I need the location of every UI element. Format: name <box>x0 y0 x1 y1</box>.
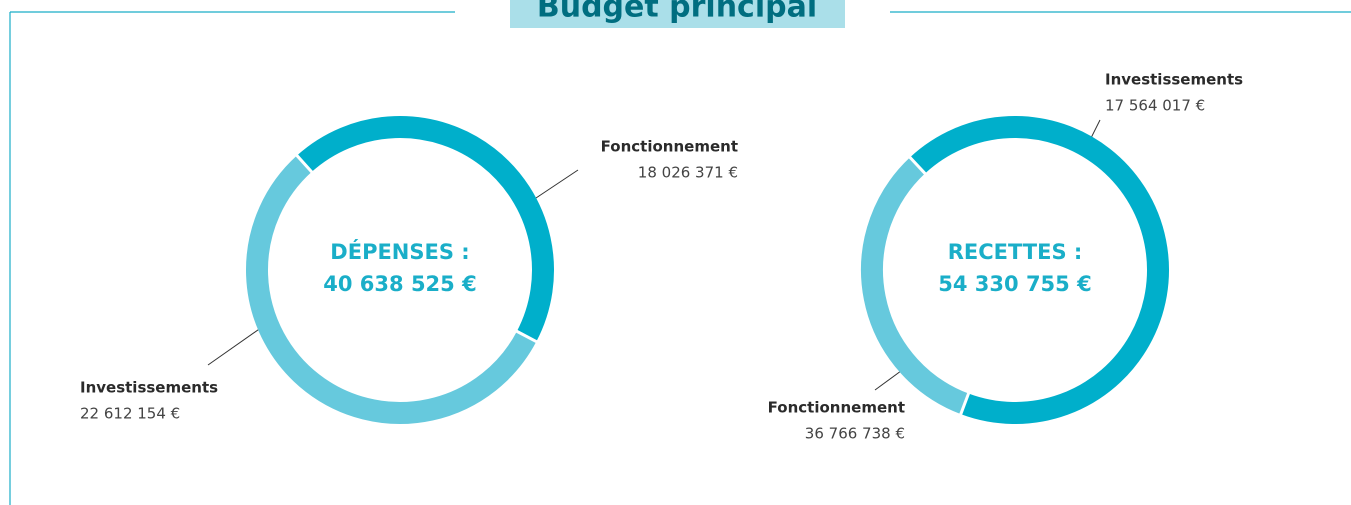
center-label: 54 330 755 € <box>938 272 1091 296</box>
segment-separator <box>959 392 971 416</box>
leader-line <box>529 169 579 203</box>
category-label: Investissements <box>1105 71 1243 89</box>
donut-segment <box>296 116 554 342</box>
segment-separator <box>295 153 314 174</box>
center-label: 40 638 525 € <box>323 272 476 296</box>
donut-segment <box>909 116 1169 424</box>
title: Budget principal <box>537 0 817 25</box>
donut-segment <box>246 155 537 424</box>
center-label: RECETTES : <box>948 240 1083 264</box>
category-label: Fonctionnement <box>601 138 738 156</box>
title-box <box>510 0 845 28</box>
center-label: DÉPENSES : <box>330 239 469 264</box>
segment-separator <box>515 329 538 344</box>
value-label: 18 026 371 € <box>638 164 738 182</box>
segment-separator <box>908 155 927 176</box>
donut-segment <box>861 157 969 415</box>
value-label: 22 612 154 € <box>80 405 180 423</box>
value-label: 17 564 017 € <box>1105 97 1205 115</box>
category-label: Investissements <box>80 379 218 397</box>
value-label: 36 766 738 € <box>805 425 905 443</box>
category-label: Fonctionnement <box>768 399 905 417</box>
leader-line <box>207 324 266 366</box>
